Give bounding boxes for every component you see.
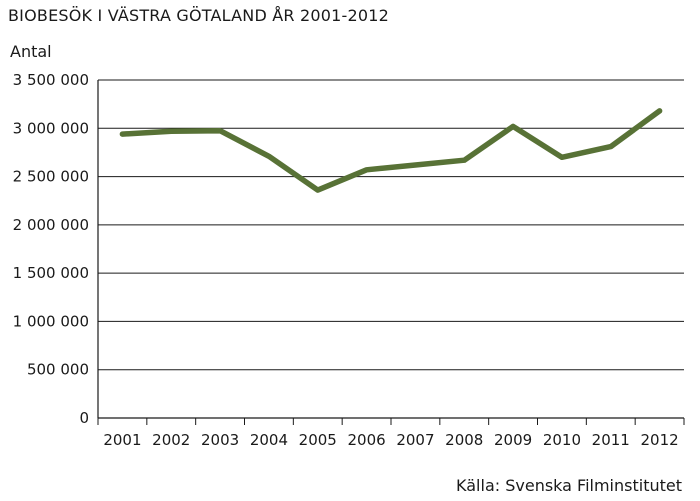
x-tick-label-2007: 2007 xyxy=(396,431,434,449)
source-note: Källa: Svenska Filminstitutet xyxy=(456,476,682,495)
x-tick-label-2003: 2003 xyxy=(201,431,239,449)
chart-title: BIOBESÖK I VÄSTRA GÖTALAND ÅR 2001-2012 xyxy=(8,6,390,25)
x-tick-label-2001: 2001 xyxy=(103,431,141,449)
series-line-0 xyxy=(119,108,663,193)
y-tick-label-0: 0 xyxy=(79,409,89,427)
x-tick-label-2005: 2005 xyxy=(299,431,337,449)
x-tick-label-2010: 2010 xyxy=(543,431,581,449)
y-axis-label: Antal xyxy=(10,42,52,61)
x-tick-label-2009: 2009 xyxy=(494,431,532,449)
x-tick-label-2012: 2012 xyxy=(640,431,678,449)
x-tick-label-2006: 2006 xyxy=(347,431,385,449)
x-tick-label-2002: 2002 xyxy=(152,431,190,449)
x-tick-label-2004: 2004 xyxy=(250,431,288,449)
x-tick-label-2008: 2008 xyxy=(445,431,483,449)
y-tick-label-1: 500 000 xyxy=(27,361,89,379)
x-tick-label-2011: 2011 xyxy=(592,431,630,449)
y-tick-label-2: 1 000 000 xyxy=(13,312,89,330)
y-tick-label-5: 2 500 000 xyxy=(13,168,89,186)
y-tick-label-4: 2 000 000 xyxy=(13,216,89,234)
y-tick-label-6: 3 000 000 xyxy=(13,119,89,137)
y-tick-label-7: 3 500 000 xyxy=(13,71,89,89)
y-tick-label-3: 1 500 000 xyxy=(13,264,89,282)
